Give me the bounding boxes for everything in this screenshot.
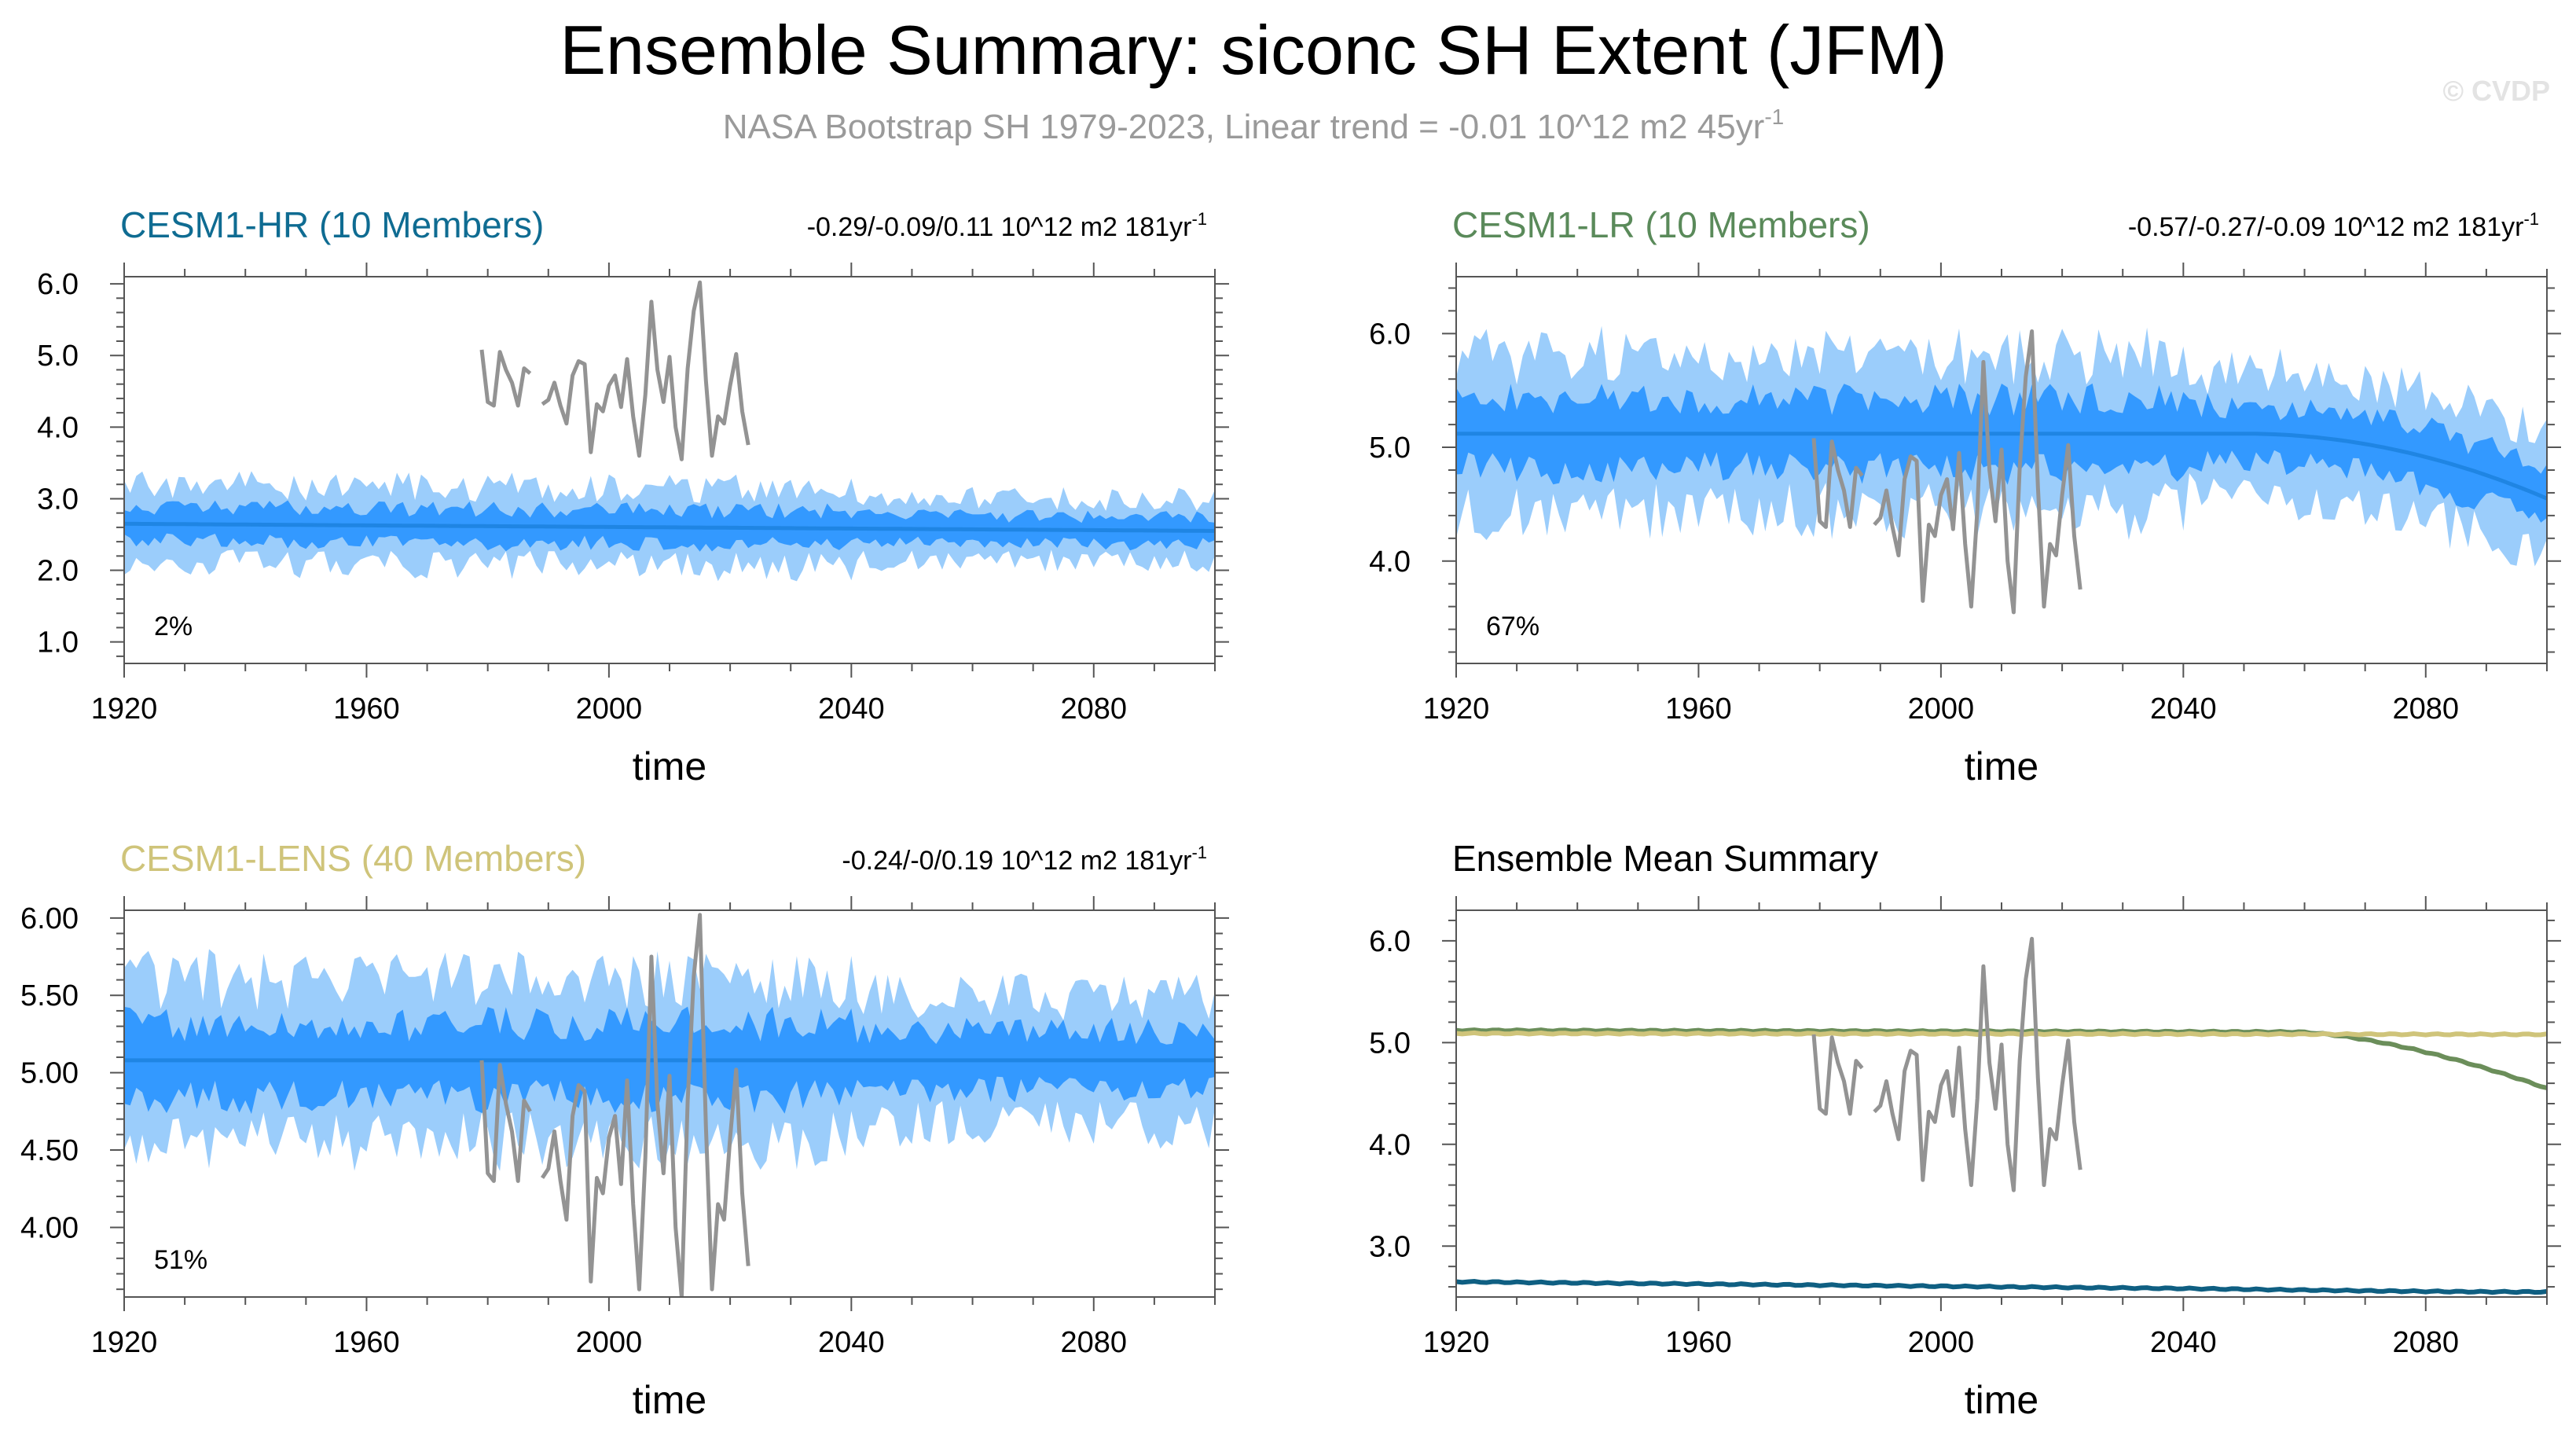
- panel-title: CESM1-HR (10 Members): [120, 204, 544, 245]
- x-tick-label: 1920: [91, 693, 158, 726]
- x-axis-label: time: [1965, 1378, 2038, 1422]
- trend-label-superscript: -1: [2523, 209, 2539, 229]
- x-tick-label: 2040: [2150, 1326, 2217, 1359]
- trend-label: -0.29/-0.09/0.11 10^12 m2 181yr-1: [807, 209, 1207, 242]
- series-line-cesm1-lens: [1456, 1030, 2547, 1038]
- x-tick-label: 2080: [1061, 1326, 1128, 1359]
- x-tick-label: 2000: [1908, 693, 1975, 726]
- percent-label: 2%: [154, 612, 193, 641]
- trend-label-superscript: -1: [1191, 843, 1207, 862]
- x-tick-label: 1920: [1423, 1326, 1490, 1359]
- panel-lr: 1920 1960 2000 2040 2080 time 4.0 5.0 6.0 CESM1-L…: [1369, 204, 2561, 788]
- ensemble-mean-line: [124, 521, 1215, 533]
- observations-line: [479, 280, 750, 461]
- plot-frame: [123, 276, 1216, 664]
- plot-area: [1456, 936, 2547, 1295]
- panel-hr: 1920 1960 2000 2040 2080 time 1.0 2.0 3.0 4.0 5.0 6…: [37, 204, 1229, 788]
- x-tick-label: 2040: [818, 1326, 885, 1359]
- x-tick-label: 2080: [2393, 1326, 2460, 1359]
- trend-label-text: -0.29/-0.09/0.11 10^12 m2 181yr: [807, 212, 1192, 242]
- plot-area: [124, 913, 1215, 1297]
- x-axis-label: time: [633, 744, 706, 788]
- x-tick-label: 2040: [818, 693, 885, 726]
- trend-label: -0.57/-0.27/-0.09 10^12 m2 181yr-1: [2128, 209, 2539, 242]
- y-tick-label: 6.0: [1369, 925, 1411, 958]
- x-tick-label: 1960: [1665, 1326, 1732, 1359]
- y-tick-label: 6.0: [1369, 318, 1411, 351]
- subtitle-text: NASA Bootstrap SH 1979-2023, Linear tren…: [723, 108, 1765, 146]
- series-line-cesm1-hr: [1456, 1278, 2547, 1295]
- panel-title: CESM1-LR (10 Members): [1452, 204, 1870, 245]
- x-tick-label: 2040: [2150, 693, 2217, 726]
- y-tick-label: 6.0: [37, 268, 79, 301]
- x-tick-label: 2000: [576, 1326, 643, 1359]
- panel-title: CESM1-LENS (40 Members): [120, 838, 586, 879]
- watermark: © CVDP: [2442, 75, 2550, 107]
- trend-label: -0.24/-0/0.19 10^12 m2 181yr-1: [842, 843, 1207, 876]
- y-tick-label: 4.0: [37, 411, 79, 444]
- trend-label-superscript: -1: [1191, 209, 1207, 229]
- y-tick-label: 4.50: [20, 1134, 79, 1167]
- x-tick-label: 1960: [1665, 693, 1732, 726]
- plot-area: [124, 280, 1215, 582]
- plot-area: [1456, 325, 2547, 615]
- y-tick-label: 5.0: [37, 340, 79, 373]
- x-axis-label: time: [633, 1378, 706, 1422]
- ensemble-mean-line: [1456, 432, 2547, 501]
- y-tick-label: 5.0: [1369, 1027, 1411, 1060]
- y-tick-label: 2.0: [37, 555, 79, 588]
- y-tick-label: 6.00: [20, 902, 79, 935]
- panel-title: Ensemble Mean Summary: [1452, 838, 1878, 879]
- x-tick-label: 1960: [333, 1326, 400, 1359]
- x-tick-label: 1960: [333, 693, 400, 726]
- subtitle-superscript: -1: [1764, 105, 1784, 129]
- x-tick-label: 2080: [2393, 693, 2460, 726]
- x-tick-label: 2000: [1908, 1326, 1975, 1359]
- panel-summary: 1920 1960 2000 2040 2080 time 3.0 4.0 5.0 6.0 Ense…: [1369, 838, 2561, 1422]
- observations-line: [1811, 329, 2082, 615]
- y-tick-label: 4.0: [1369, 1129, 1411, 1162]
- panels-container: 1920 1960 2000 2040 2080 time 1.0 2.0 3.0 4.0 5.0 6…: [20, 204, 2561, 1422]
- y-tick-label: 3.0: [37, 483, 79, 516]
- x-tick-label: 2000: [576, 693, 643, 726]
- y-tick-label: 4.00: [20, 1211, 79, 1244]
- trend-label-text: -0.57/-0.27/-0.09 10^12 m2 181yr: [2128, 212, 2524, 242]
- y-tick-label: 4.0: [1369, 546, 1411, 579]
- y-tick-label: 5.50: [20, 979, 79, 1012]
- observations-line: [1811, 936, 2082, 1192]
- y-tick-label: 5.00: [20, 1057, 79, 1090]
- plot-frame: [1455, 909, 2548, 1298]
- figure-subtitle: NASA Bootstrap SH 1979-2023, Linear tren…: [723, 105, 1784, 146]
- x-tick-label: 1920: [91, 1326, 158, 1359]
- trend-label-text: -0.24/-0/0.19 10^12 m2 181yr: [842, 846, 1191, 876]
- x-axis-label: time: [1965, 744, 2038, 788]
- y-tick-label: 5.0: [1369, 432, 1411, 465]
- percent-label: 67%: [1486, 612, 1539, 641]
- panel-lens: 1920 1960 2000 2040 2080 time 4.00 4.50 5.00 5.50…: [20, 838, 1229, 1422]
- series-line-cesm1-lr: [1456, 1027, 2547, 1090]
- y-tick-label: 1.0: [37, 626, 79, 660]
- observations-line: [479, 913, 750, 1297]
- x-tick-label: 1920: [1423, 693, 1490, 726]
- y-tick-label: 3.0: [1369, 1230, 1411, 1263]
- percent-label: 51%: [154, 1245, 207, 1275]
- x-tick-label: 2080: [1061, 693, 1128, 726]
- figure-title: Ensemble Summary: siconc SH Extent (JFM): [560, 11, 1947, 89]
